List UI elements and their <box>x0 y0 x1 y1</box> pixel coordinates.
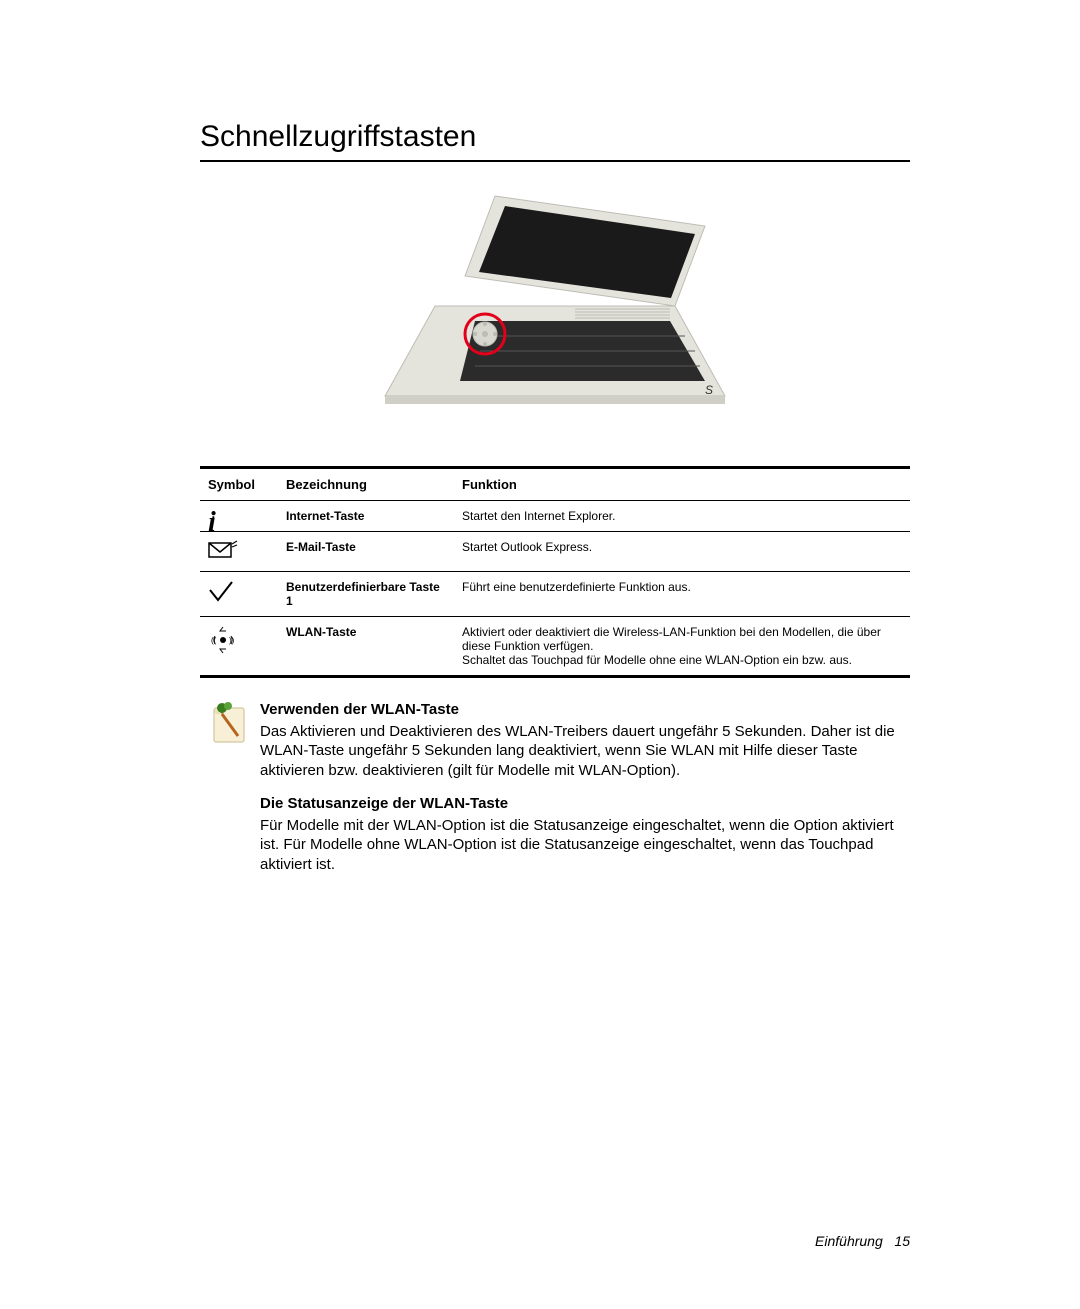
note-text: Für Modelle mit der WLAN-Option ist die … <box>260 816 910 875</box>
shortcut-keys-table: Symbol Bezeichnung Funktion i · Internet… <box>200 466 910 678</box>
note-title: Die Statusanzeige der WLAN-Taste <box>260 794 910 814</box>
table-row: Benutzerdefinierbare Taste 1 Führt eine … <box>200 572 910 617</box>
table-row: i · Internet-Taste Startet den Internet … <box>200 501 910 532</box>
th-name: Bezeichnung <box>278 468 454 501</box>
svg-text:S: S <box>705 383 713 397</box>
wlan-icon: (( )) <box>208 625 238 655</box>
svg-text:)): )) <box>229 636 235 645</box>
key-func: Aktiviert oder deaktiviert die Wireless-… <box>454 617 910 677</box>
key-name: Internet-Taste <box>278 501 454 532</box>
svg-text:((: (( <box>211 636 217 645</box>
note-text: Das Aktivieren und Deaktivieren des WLAN… <box>260 722 910 781</box>
note-icon <box>200 700 260 888</box>
table-row: E-Mail-Taste Startet Outlook Express. <box>200 532 910 572</box>
heading-rule <box>200 160 910 162</box>
symbol-cell <box>200 572 278 617</box>
th-func: Funktion <box>454 468 910 501</box>
key-name: Benutzerdefinierbare Taste 1 <box>278 572 454 617</box>
footer-page: 15 <box>894 1233 910 1249</box>
key-func: Führt eine benutzerdefinierte Funktion a… <box>454 572 910 617</box>
mail-icon <box>208 540 238 560</box>
page-title: Schnellzugriffstasten <box>200 120 910 154</box>
footer-section: Einführung <box>815 1233 883 1249</box>
symbol-cell: (( )) <box>200 617 278 677</box>
key-func: Startet Outlook Express. <box>454 532 910 572</box>
table-header-row: Symbol Bezeichnung Funktion <box>200 468 910 501</box>
checkmark-icon <box>208 580 234 602</box>
th-symbol: Symbol <box>200 468 278 501</box>
key-func: Startet den Internet Explorer. <box>454 501 910 532</box>
laptop-illustration: S <box>200 186 910 406</box>
table-row: (( )) WLAN-Taste Aktiviert oder deaktivi… <box>200 617 910 677</box>
page-footer: Einführung 15 <box>815 1233 910 1249</box>
key-name: WLAN-Taste <box>278 617 454 677</box>
key-name: E-Mail-Taste <box>278 532 454 572</box>
note-title: Verwenden der WLAN-Taste <box>260 700 910 720</box>
note-body: Verwenden der WLAN-Taste Das Aktivieren … <box>260 700 910 888</box>
laptop-svg: S <box>375 186 735 406</box>
note-block: Verwenden der WLAN-Taste Das Aktivieren … <box>200 700 910 888</box>
symbol-cell: i · <box>200 501 278 532</box>
document-page: Schnellzugriffstasten <box>0 0 1080 1309</box>
